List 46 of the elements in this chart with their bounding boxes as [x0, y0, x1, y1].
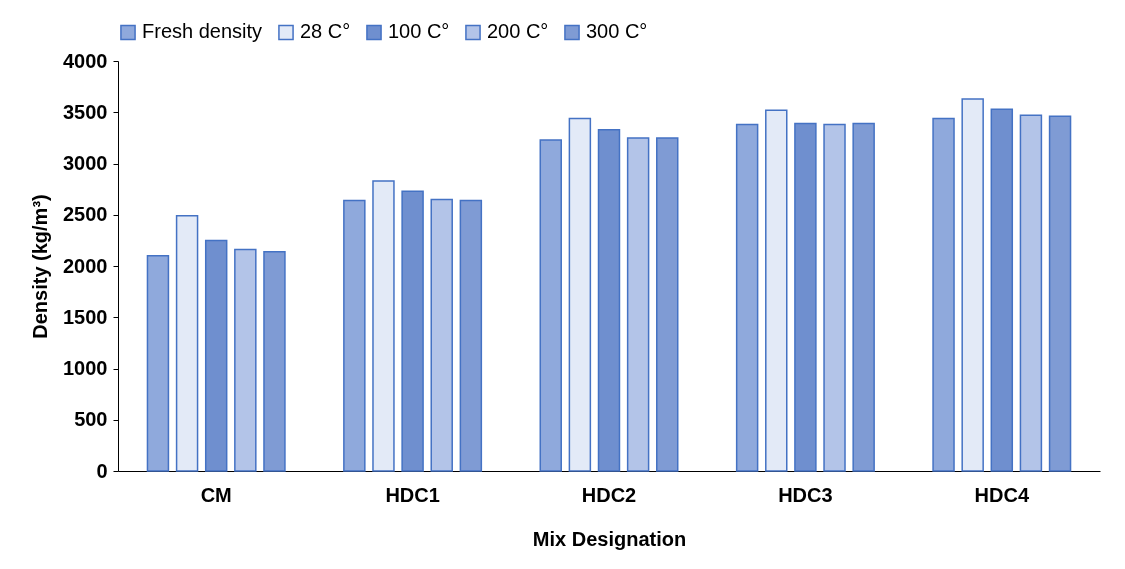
bar [343, 199, 366, 472]
bar [175, 215, 199, 472]
y-tick-label: 2500 [63, 203, 108, 226]
bar [597, 128, 621, 472]
bar [932, 117, 955, 472]
x-tick-label: HDC1 [385, 483, 440, 506]
x-tick-label: HDC2 [581, 483, 637, 506]
bar [1019, 114, 1043, 472]
bar [401, 190, 424, 472]
bar [539, 139, 562, 472]
y-axis-title: Density (kg/m³) [29, 194, 52, 339]
bar [568, 117, 592, 472]
bar [146, 255, 170, 472]
y-tick-label: 1000 [63, 357, 108, 379]
y-tick-label: 1500 [63, 305, 108, 328]
bar [735, 123, 759, 472]
bar [765, 109, 788, 472]
bar [990, 108, 1014, 472]
bar [626, 137, 650, 472]
legend-label: 300 C° [586, 20, 648, 43]
bar [430, 198, 453, 472]
y-tick-label: 3500 [63, 100, 108, 123]
bar [459, 199, 483, 472]
bar [852, 122, 875, 472]
bar [204, 239, 228, 472]
y-tick-label: 4000 [63, 49, 108, 72]
bar [961, 98, 984, 472]
y-tick-label: 500 [74, 408, 108, 431]
x-tick-label: HDC3 [778, 483, 833, 506]
bar [823, 123, 846, 472]
bar [656, 137, 679, 472]
x-axis-title: Mix Designation [532, 527, 687, 550]
x-tick-label: CM [200, 483, 232, 506]
y-tick-label: 0 [96, 459, 108, 482]
legend-label: 100 C° [388, 20, 450, 43]
bar [372, 180, 395, 472]
legend-label: 200 C° [487, 20, 549, 43]
bar [794, 122, 817, 472]
legend-label: Fresh density [142, 20, 263, 43]
y-tick-label: 2000 [63, 254, 108, 277]
bar [263, 250, 286, 472]
bar [1048, 115, 1072, 472]
bar [234, 248, 257, 472]
legend-label: 28 C° [300, 20, 351, 43]
x-tick-label: HDC4 [974, 483, 1030, 506]
y-tick-label: 3000 [63, 152, 108, 174]
